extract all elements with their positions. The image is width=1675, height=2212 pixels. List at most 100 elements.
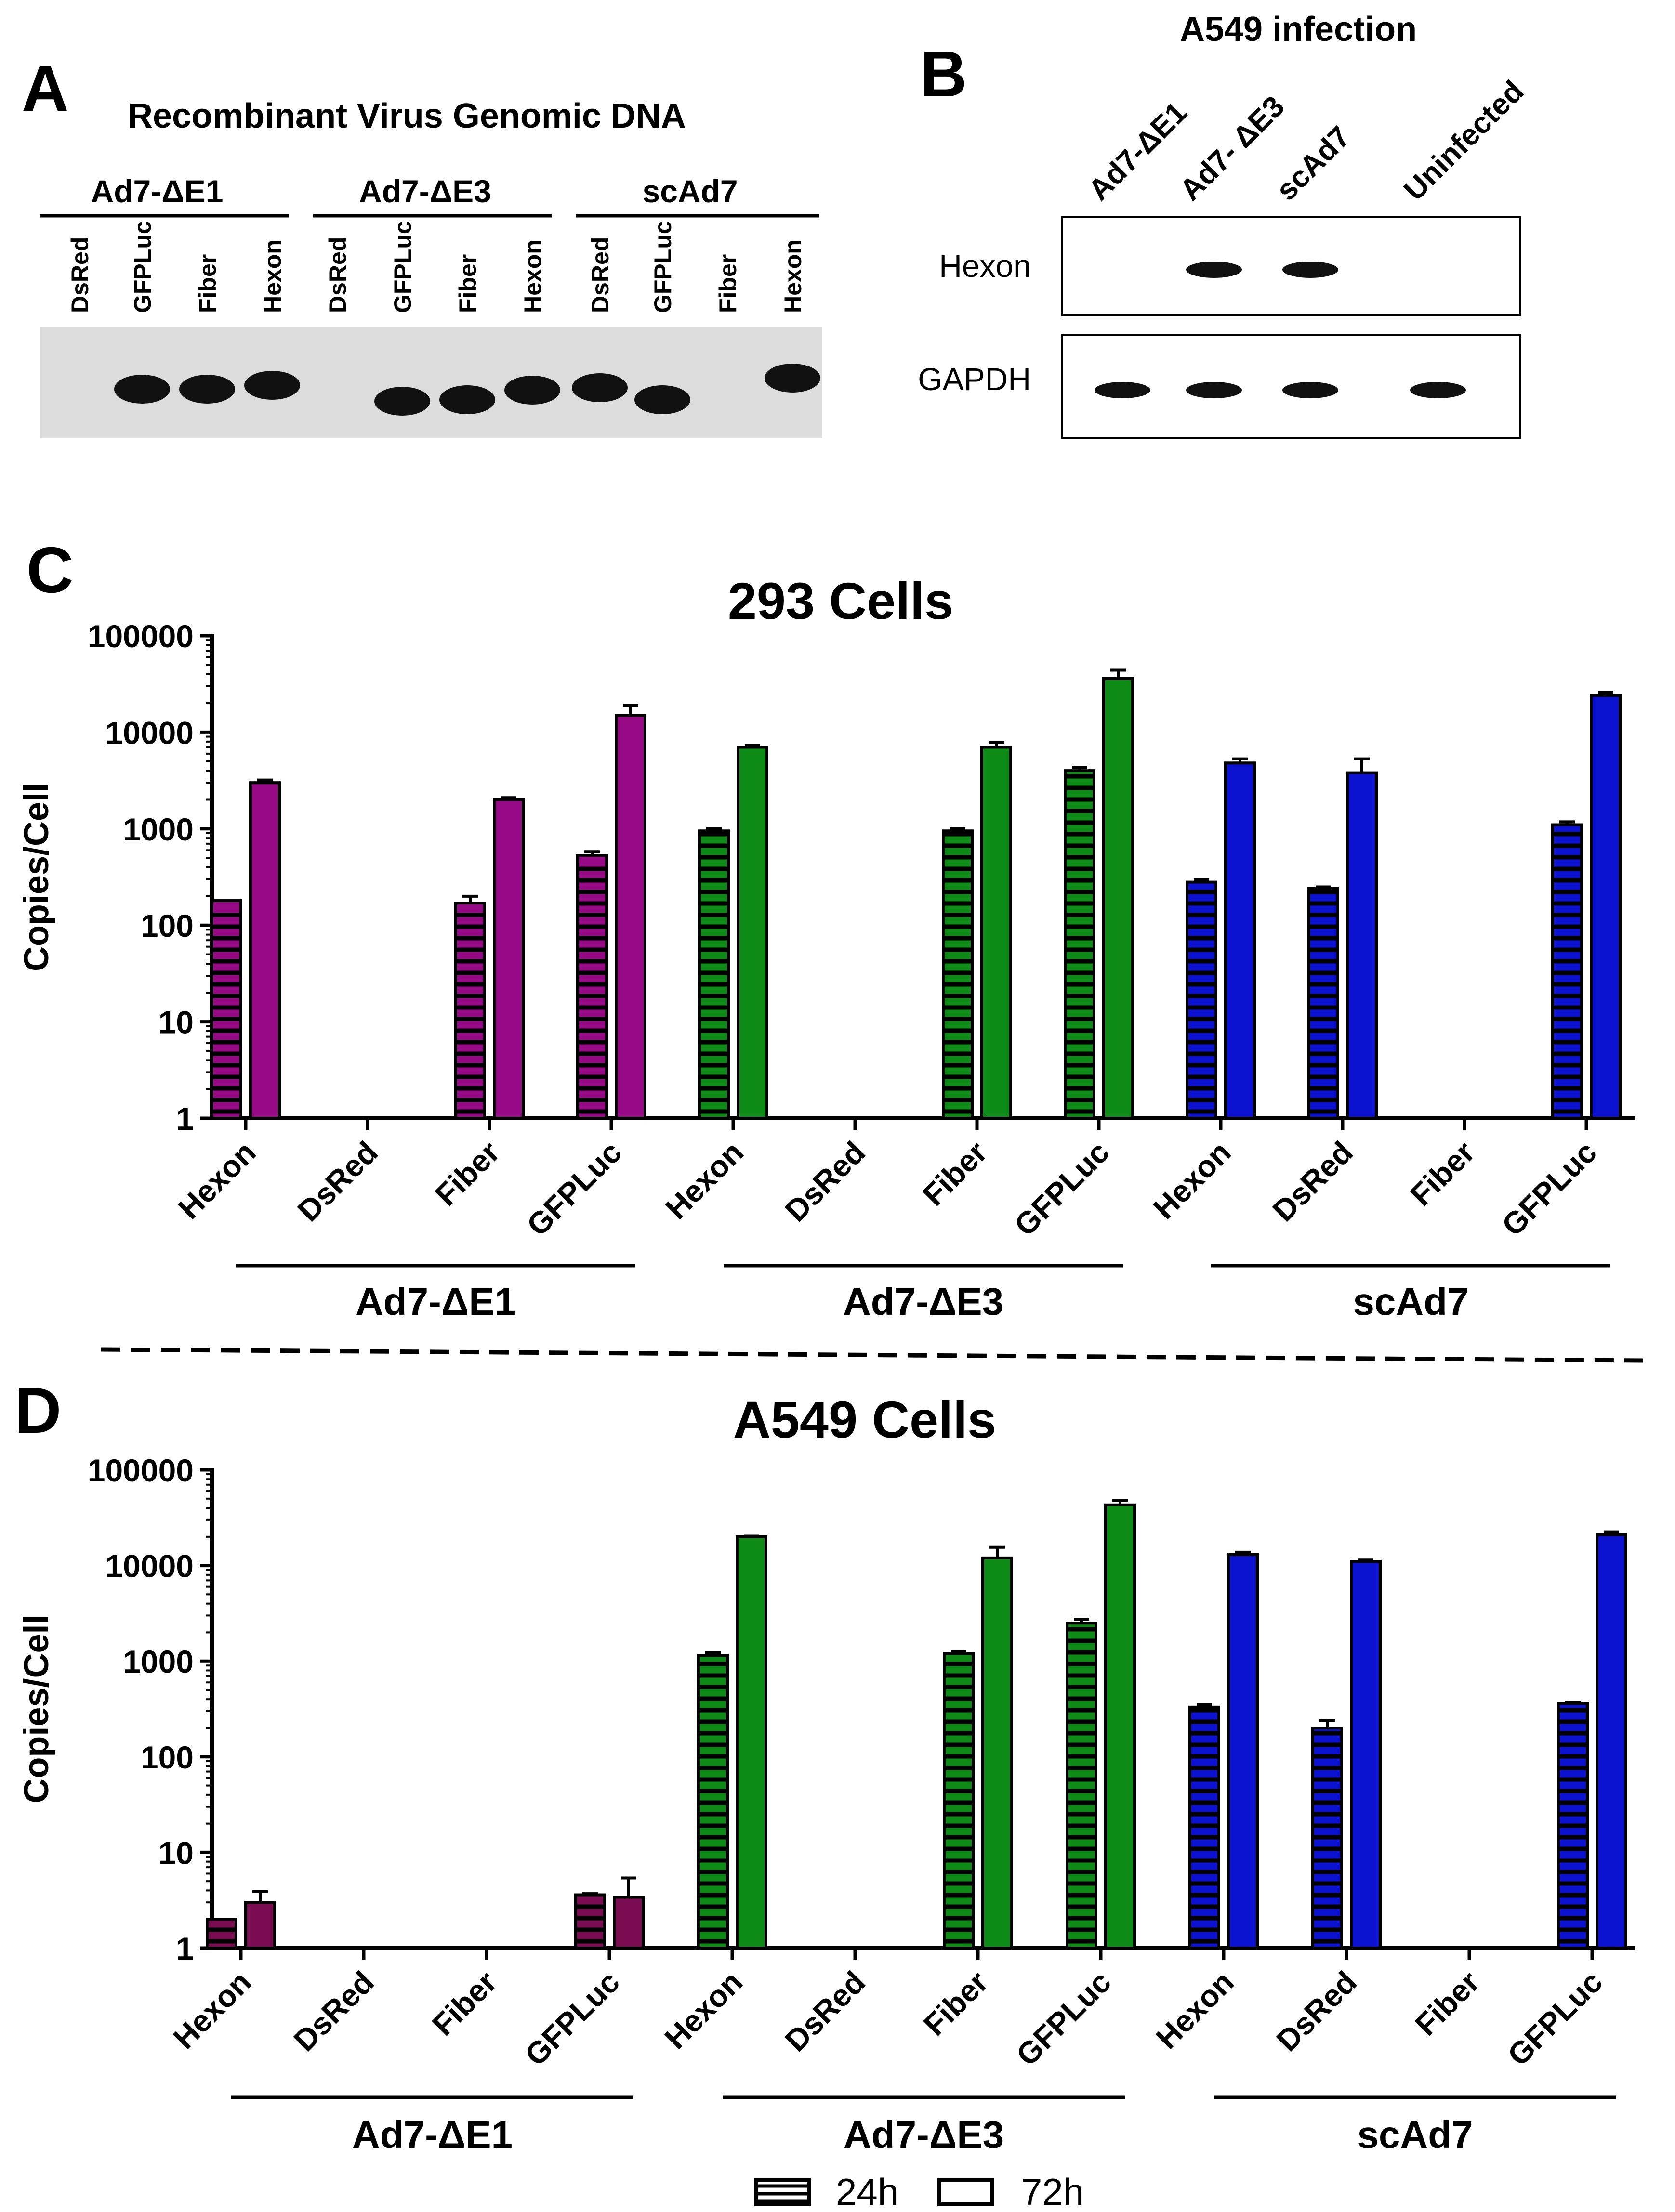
gel-lane-label: Hexon — [259, 239, 286, 313]
bar — [249, 781, 281, 1120]
x-tick-label: GFPLuc — [518, 1964, 626, 2072]
bar — [1350, 1560, 1382, 1950]
bar — [1102, 677, 1134, 1120]
bar — [1590, 694, 1622, 1120]
bar — [454, 902, 486, 1120]
blot-lane-label: Uninfected — [1398, 75, 1530, 207]
x-tick-label: Hexon — [659, 1135, 750, 1226]
gel-lane-label: DsRed — [324, 237, 351, 313]
gel-group-label: Ad7-ΔE3 — [359, 173, 491, 209]
gel-lane-label: Hexon — [779, 239, 806, 313]
panel-a-title: Recombinant Virus Genomic DNA — [128, 97, 686, 135]
blot-band — [1282, 382, 1338, 398]
bar — [981, 1556, 1013, 1950]
panel-separator — [101, 1347, 1643, 1363]
gel-band — [244, 371, 300, 400]
y-tick-label: 1000 — [123, 1644, 194, 1679]
x-tick-label: DsRed — [287, 1964, 381, 2058]
gel-band — [439, 385, 495, 414]
gel-group-label: Ad7-ΔE1 — [91, 173, 224, 209]
bar — [1224, 761, 1256, 1120]
y-tick-label: 1 — [176, 1101, 194, 1137]
x-tick-label: Hexon — [167, 1964, 258, 2055]
bar — [1346, 771, 1378, 1120]
bar — [1186, 880, 1217, 1120]
legend-label-24h: 24h — [836, 2171, 898, 2212]
x-tick-label: GFPLuc — [520, 1135, 628, 1243]
blot-label: GAPDH — [918, 361, 1031, 397]
y-tick-label: 100000 — [88, 1453, 194, 1488]
bar — [613, 1896, 645, 1950]
group-label: scAd7 — [1353, 1280, 1468, 1323]
gel-band — [634, 385, 690, 414]
blot-band — [1282, 262, 1338, 278]
x-tick-label: Hexon — [658, 1964, 749, 2055]
bar — [1227, 1553, 1259, 1950]
bar — [737, 746, 768, 1120]
gel-lane-label: GFPLuc — [649, 221, 676, 313]
panel-d: D A549 Cells Copies/Cell 1 10 100 1000 10000 10… — [14, 1374, 1635, 2156]
x-tick-label: DsRed — [1266, 1135, 1359, 1228]
legend-swatch-72h — [937, 2178, 994, 2206]
y-axis-label: Copies/Cell — [17, 783, 56, 971]
x-tick-label: Fiber — [916, 1135, 994, 1213]
y-tick-label: 100 — [141, 1740, 194, 1775]
gel-band — [179, 375, 235, 404]
blot-lane-label: Ad7- ΔE3 — [1174, 90, 1291, 207]
x-tick-label: Hexon — [1149, 1964, 1240, 2055]
bar — [1064, 769, 1095, 1120]
y-tick-label: 10 — [158, 1005, 194, 1040]
panel-c-letter: C — [26, 534, 74, 606]
y-tick-label: 10000 — [105, 1548, 194, 1584]
group-label: Ad7-ΔE3 — [843, 1280, 1003, 1323]
gel-lane-label: GFPLuc — [129, 221, 156, 313]
x-tick-label: GFPLuc — [1501, 1964, 1609, 2072]
y-tick-label: 10000 — [105, 715, 194, 750]
chart-title: 293 Cells — [728, 572, 953, 630]
blot-band — [1095, 382, 1150, 398]
gel-lane-label: DsRed — [66, 237, 93, 313]
gel-band — [572, 373, 628, 402]
blot-lane-label: scAd7 — [1270, 120, 1357, 207]
blot-band — [1410, 382, 1466, 398]
gel-lane-label: Fiber — [194, 254, 221, 313]
group-label: Ad7-ΔE1 — [352, 2113, 513, 2156]
x-tick-label: GFPLuc — [1010, 1964, 1118, 2072]
panel-b-letter: B — [920, 38, 967, 110]
panel-c: C 293 Cells Copies/Cell 1 10 100 1000 10000 100… — [17, 534, 1635, 1323]
panel-a: A Recombinant Virus Genomic DNA Ad7-ΔE1 A… — [22, 52, 822, 438]
x-tick-label: Fiber — [917, 1964, 995, 2042]
gel-image — [40, 327, 822, 438]
blot-label: Hexon — [939, 248, 1031, 284]
bar — [206, 1918, 237, 1950]
blot-band — [1186, 262, 1242, 278]
x-tick-label: DsRed — [778, 1135, 872, 1228]
panel-a-letter: A — [22, 52, 69, 125]
bar — [493, 798, 525, 1120]
y-tick-label: 1 — [176, 1931, 194, 1966]
y-tick-label: 100000 — [88, 618, 194, 654]
gel-lane-label: GFPLuc — [389, 221, 416, 313]
y-axis-label: Copies/Cell — [17, 1614, 56, 1803]
gel-lane-label: Hexon — [519, 239, 546, 313]
blot-band — [1186, 382, 1242, 398]
gel-band — [374, 387, 430, 416]
x-tick-label: GFPLuc — [1008, 1135, 1116, 1243]
x-tick-label: GFPLuc — [1495, 1135, 1603, 1243]
x-tick-label: Fiber — [1408, 1964, 1486, 2042]
legend: 24h 72h — [754, 2171, 1084, 2212]
bar — [576, 854, 608, 1120]
x-tick-label: DsRed — [778, 1964, 872, 2058]
bar — [1596, 1533, 1627, 1950]
panel-b-title: A549 infection — [1180, 10, 1417, 49]
panel-d-letter: D — [14, 1374, 62, 1447]
x-tick-label: Hexon — [171, 1135, 263, 1226]
group-label: Ad7-ΔE3 — [844, 2113, 1004, 2156]
chart-title: A549 Cells — [733, 1390, 996, 1449]
bar — [244, 1901, 276, 1950]
group-label: Ad7-ΔE1 — [356, 1280, 516, 1323]
bar — [1307, 887, 1339, 1120]
x-tick-label: Fiber — [1403, 1135, 1481, 1213]
bar — [980, 746, 1012, 1120]
